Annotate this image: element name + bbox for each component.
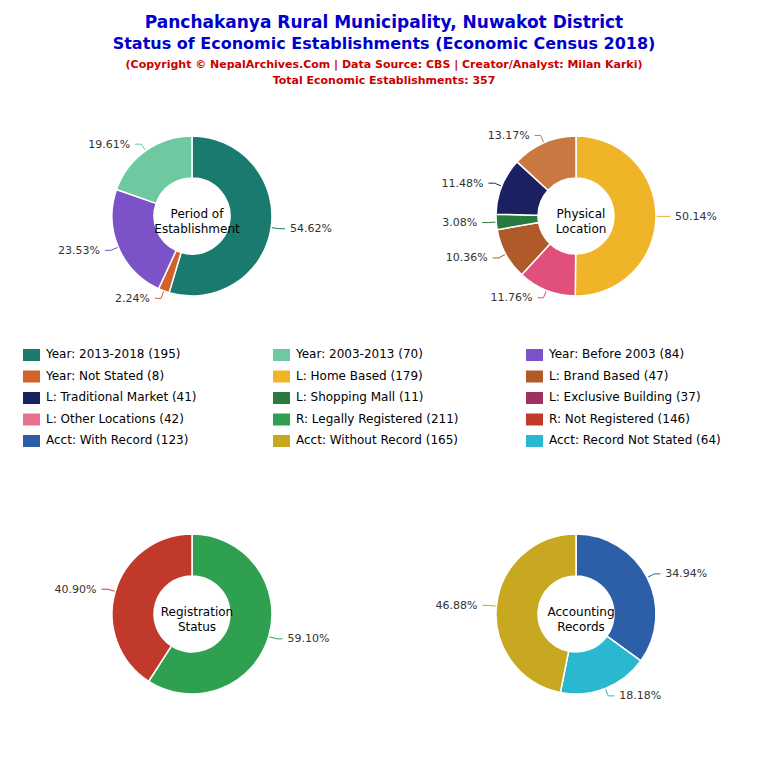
svg-text:Acct: Without Record (165): Acct: Without Record (165) bbox=[296, 433, 458, 447]
svg-text:3.08%: 3.08% bbox=[442, 216, 477, 229]
svg-text:Physical: Physical bbox=[557, 207, 606, 221]
svg-text:L: Shopping Mall (11): L: Shopping Mall (11) bbox=[296, 390, 424, 404]
svg-text:2.24%: 2.24% bbox=[115, 292, 150, 305]
svg-text:Establishment: Establishment bbox=[154, 222, 240, 236]
svg-text:34.94%: 34.94% bbox=[665, 567, 707, 580]
svg-text:L: Brand Based (47): L: Brand Based (47) bbox=[549, 369, 668, 383]
svg-text:Year: Not Stated (8): Year: Not Stated (8) bbox=[45, 369, 164, 383]
svg-text:Status: Status bbox=[178, 620, 216, 634]
svg-text:54.62%: 54.62% bbox=[290, 222, 332, 235]
svg-text:59.10%: 59.10% bbox=[287, 632, 329, 645]
svg-text:Panchakanya Rural Municipality: Panchakanya Rural Municipality, Nuwakot … bbox=[145, 12, 623, 32]
svg-text:50.14%: 50.14% bbox=[675, 210, 717, 223]
svg-text:Year: 2003-2013 (70): Year: 2003-2013 (70) bbox=[295, 347, 423, 361]
svg-text:L: Home Based (179): L: Home Based (179) bbox=[296, 369, 423, 383]
svg-text:L: Other Locations (42): L: Other Locations (42) bbox=[46, 412, 184, 426]
svg-text:18.18%: 18.18% bbox=[619, 689, 661, 702]
svg-text:Year: 2013-2018 (195): Year: 2013-2018 (195) bbox=[45, 347, 181, 361]
svg-text:R: Legally Registered (211): R: Legally Registered (211) bbox=[296, 412, 458, 426]
svg-text:Accounting: Accounting bbox=[547, 605, 614, 619]
svg-text:10.36%: 10.36% bbox=[446, 251, 488, 264]
svg-text:23.53%: 23.53% bbox=[58, 244, 100, 257]
svg-text:46.88%: 46.88% bbox=[435, 599, 477, 612]
svg-text:Period of: Period of bbox=[171, 207, 225, 221]
svg-text:13.17%: 13.17% bbox=[488, 129, 530, 142]
svg-text:(Copyright © NepalArchives.Com: (Copyright © NepalArchives.Com | Data So… bbox=[126, 58, 643, 71]
svg-text:L: Exclusive Building (37): L: Exclusive Building (37) bbox=[549, 390, 701, 404]
svg-text:19.61%: 19.61% bbox=[88, 138, 130, 151]
svg-text:Year: Before 2003 (84): Year: Before 2003 (84) bbox=[548, 347, 684, 361]
svg-text:Acct: Record Not Stated (64): Acct: Record Not Stated (64) bbox=[549, 433, 721, 447]
svg-text:Records: Records bbox=[557, 620, 605, 634]
svg-text:40.90%: 40.90% bbox=[55, 583, 97, 596]
svg-text:Location: Location bbox=[556, 222, 607, 236]
svg-text:11.48%: 11.48% bbox=[441, 177, 483, 190]
svg-text:Total Economic Establishments:: Total Economic Establishments: 357 bbox=[273, 74, 496, 87]
svg-text:Acct: With Record (123): Acct: With Record (123) bbox=[46, 433, 188, 447]
svg-text:L: Traditional Market (41): L: Traditional Market (41) bbox=[46, 390, 197, 404]
svg-text:Registration: Registration bbox=[161, 605, 233, 619]
svg-text:11.76%: 11.76% bbox=[491, 291, 533, 304]
svg-text:R: Not Registered (146): R: Not Registered (146) bbox=[549, 412, 690, 426]
svg-text:Status of Economic Establishme: Status of Economic Establishments (Econo… bbox=[113, 34, 656, 53]
